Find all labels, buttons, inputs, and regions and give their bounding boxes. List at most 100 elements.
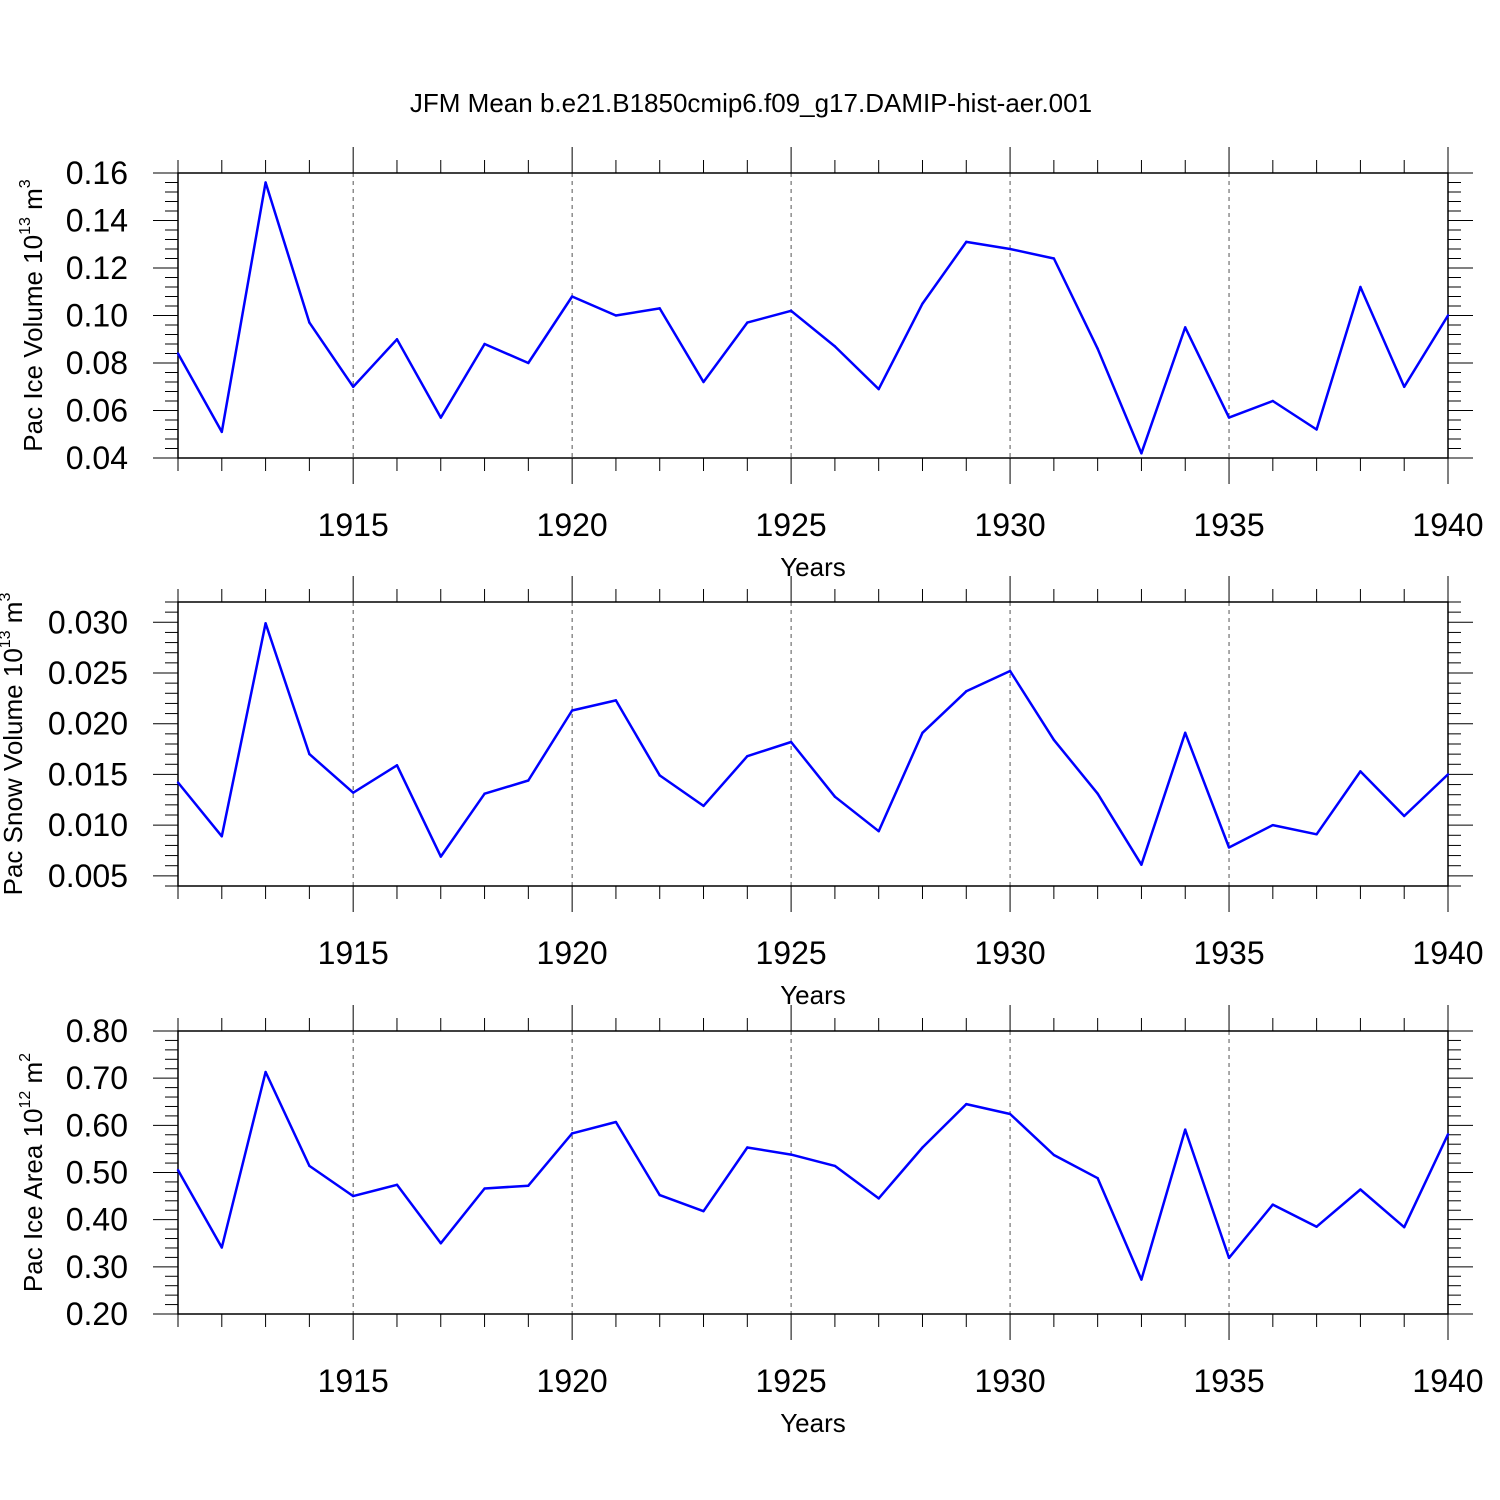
data-point <box>1052 1153 1056 1157</box>
data-point <box>1008 247 1012 251</box>
x-tick-label: 1925 <box>756 507 827 543</box>
y-tick-label: 0.015 <box>48 756 128 792</box>
y-axis-label-part: 13 <box>0 630 14 648</box>
x-tick-label: 1935 <box>1193 1363 1264 1399</box>
data-point <box>1446 314 1450 317</box>
data-point <box>570 295 574 298</box>
plot-frame <box>177 601 1449 887</box>
x-tick-label: 1920 <box>537 935 608 971</box>
data-point <box>395 764 399 767</box>
y-tick-label: 0.010 <box>48 807 128 843</box>
x-tick-label: 1915 <box>318 507 389 543</box>
data-point <box>483 342 486 346</box>
data-point <box>921 1146 924 1149</box>
data-point <box>658 1193 661 1197</box>
y-axis-label-part: 12 <box>17 1091 34 1109</box>
data-point <box>1227 846 1231 849</box>
x-tick-label: 1920 <box>537 1363 608 1399</box>
data-point <box>1446 1133 1450 1136</box>
plot-frame <box>177 1030 1449 1315</box>
data-point <box>1359 770 1362 773</box>
data-point <box>395 338 399 341</box>
data-point <box>176 781 180 784</box>
y-tick-label: 0.16 <box>66 155 128 191</box>
data-point <box>1271 1203 1275 1206</box>
data-point <box>264 622 267 625</box>
y-tick-label: 0.08 <box>66 345 128 381</box>
y-axis-label: Pac Ice Volume 1013 m3 <box>17 179 48 452</box>
data-point <box>176 1168 180 1172</box>
x-tick-label: 1935 <box>1193 935 1264 971</box>
x-axis-label: Years <box>780 980 846 1010</box>
data-point <box>614 1120 618 1124</box>
data-point <box>1140 452 1143 455</box>
data-point <box>351 1194 355 1198</box>
data-point <box>658 307 661 310</box>
data-point <box>1227 1256 1231 1260</box>
y-tick-label: 0.06 <box>66 393 128 429</box>
data-point <box>833 795 837 798</box>
y-tick-label: 0.04 <box>66 440 128 476</box>
data-point <box>1403 814 1406 818</box>
x-tick-label: 1920 <box>537 507 608 543</box>
x-tick-label: 1915 <box>318 1363 389 1399</box>
data-point <box>702 1209 705 1213</box>
x-axis-label: Years <box>780 1408 846 1438</box>
y-tick-label: 0.025 <box>48 655 128 691</box>
data-point <box>1271 823 1275 827</box>
panel-1: 0.04 0.06 0.08 0.10 0.12 0.14 0.16 1915 1920 1925… <box>17 147 1484 582</box>
y-axis-label-part: 3 <box>17 179 34 188</box>
data-point <box>746 1146 749 1149</box>
data-point <box>1315 1225 1318 1228</box>
data-point <box>264 1070 267 1074</box>
y-axis-label-part: Pac Snow Volume 10 <box>0 648 28 895</box>
panel-3: 0.20 0.30 0.40 0.50 0.60 0.70 0.80 1915 1920 1925… <box>17 1005 1484 1438</box>
y-tick-label: 0.10 <box>66 298 128 334</box>
data-point <box>395 1183 399 1186</box>
panel-2: 0.005 0.010 0.015 0.020 0.025 0.030 1915 1920 19… <box>0 576 1484 1010</box>
data-point <box>1184 731 1187 735</box>
x-tick-label: 1925 <box>756 935 827 971</box>
y-axis-label-part: Pac Ice Volume 10 <box>18 235 48 452</box>
data-point <box>1315 428 1318 431</box>
data-point <box>1184 326 1187 329</box>
y-axis-label-part: m <box>18 1062 48 1091</box>
x-tick-label: 1940 <box>1412 1363 1483 1399</box>
data-point <box>1359 1188 1362 1191</box>
y-axis-label-part: Pac Ice Area 10 <box>18 1109 48 1293</box>
data-point <box>570 1132 574 1135</box>
data-point <box>1446 773 1450 776</box>
data-point <box>483 792 486 795</box>
data-point <box>833 1164 837 1168</box>
y-axis-label: Pac Snow Volume 1013 m3 <box>0 593 28 896</box>
data-point <box>220 1246 223 1249</box>
data-point <box>1096 1176 1099 1180</box>
data-point <box>527 361 530 365</box>
data-point <box>1052 738 1056 742</box>
y-tick-label: 0.30 <box>66 1249 128 1285</box>
data-point <box>833 345 837 348</box>
data-point <box>746 321 749 324</box>
data-point <box>220 430 223 434</box>
x-tick-label: 1935 <box>1193 507 1264 543</box>
data-point <box>176 352 180 355</box>
data-point <box>921 302 924 305</box>
data-point <box>614 314 618 317</box>
data-point <box>965 240 968 244</box>
y-tick-label: 0.40 <box>66 1202 128 1238</box>
data-point <box>483 1187 486 1190</box>
x-tick-label: 1925 <box>756 1363 827 1399</box>
data-point <box>308 321 311 324</box>
x-tick-label: 1930 <box>974 507 1045 543</box>
y-tick-label: 0.005 <box>48 858 128 894</box>
data-point <box>789 309 793 312</box>
y-tick-label: 0.70 <box>66 1060 128 1096</box>
data-point <box>1403 385 1406 388</box>
data-point <box>877 387 880 391</box>
y-tick-label: 0.50 <box>66 1155 128 1191</box>
data-point <box>264 181 267 184</box>
data-point <box>702 380 705 384</box>
y-tick-label: 0.60 <box>66 1107 128 1143</box>
y-tick-label: 0.20 <box>66 1296 128 1332</box>
x-tick-label: 1915 <box>318 935 389 971</box>
